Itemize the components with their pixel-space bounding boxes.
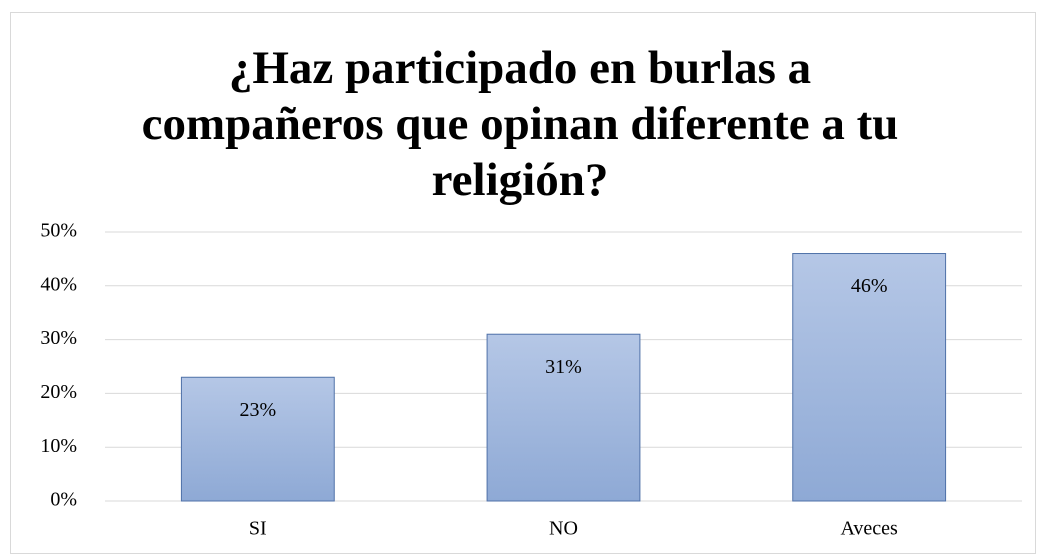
chart-border xyxy=(10,12,1036,554)
y-tick-label: 10% xyxy=(40,435,77,457)
bar xyxy=(486,333,641,502)
bar xyxy=(792,253,947,502)
x-tick-label: SI xyxy=(249,518,267,540)
y-tick-label: 20% xyxy=(40,381,77,403)
y-tick-label: 30% xyxy=(40,327,77,349)
x-tick-label: NO xyxy=(549,518,578,540)
bar xyxy=(180,376,335,502)
y-tick-label: 40% xyxy=(40,273,77,295)
data-label: 23% xyxy=(239,399,276,421)
x-tick-label: Aveces xyxy=(840,518,898,540)
y-tick-label: 50% xyxy=(40,220,77,242)
y-tick-label: 0% xyxy=(50,489,77,511)
data-label: 46% xyxy=(851,275,888,297)
data-label: 31% xyxy=(545,356,582,378)
chart-title: ¿Haz participado en burlas a compañeros … xyxy=(141,42,899,206)
